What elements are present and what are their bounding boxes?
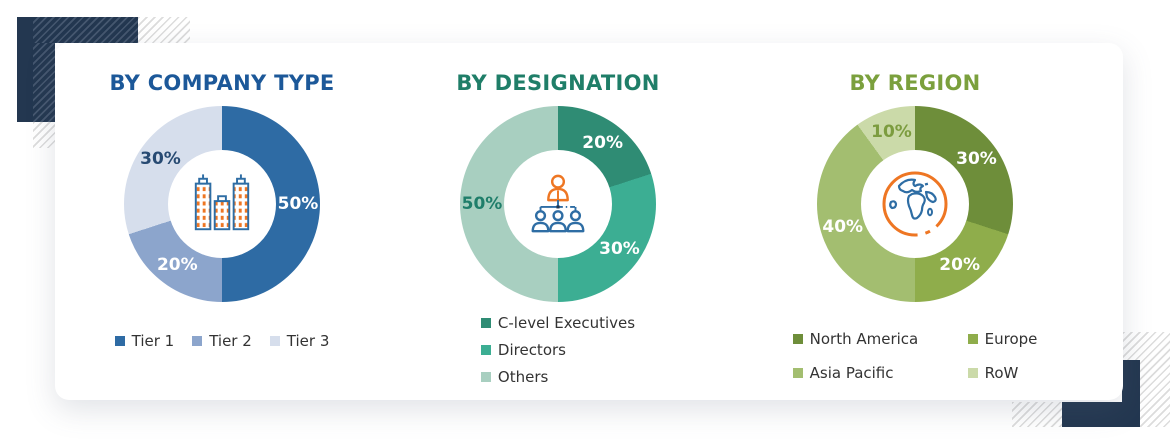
legend-item: Others [480, 368, 549, 386]
company-type-donut: 50% 20% 30% [124, 106, 320, 302]
region-legend: North America Europe Asia Pacific RoW [765, 330, 1065, 382]
legend-label: Tier 1 [131, 332, 175, 350]
globe-icon [882, 171, 948, 237]
legend-swatch [114, 336, 125, 346]
region-donut: 30% 20% 40% 10% [817, 106, 1013, 302]
slice-label: 20% [582, 132, 624, 153]
slice-label: 30% [140, 149, 181, 170]
legend-swatch [792, 368, 803, 378]
company-type-donut-center [168, 150, 276, 258]
corner-decoration-top-left-hatch-horizontal [33, 17, 138, 43]
legend-swatch [192, 336, 203, 346]
corner-decoration-bottom-right-solid-vertical [1122, 360, 1140, 427]
legend-label: C-level Executives [497, 314, 636, 332]
buildings-icon [194, 174, 250, 231]
legend-label: Europe [984, 330, 1038, 348]
legend-item: C-level Executives [480, 314, 636, 332]
corner-decoration-top-left-gray-hatch-bottom [33, 122, 55, 148]
slice-label: 20% [156, 255, 198, 276]
legend-swatch [480, 318, 491, 328]
designation-chart: BY DESIGNATION [408, 43, 708, 386]
legend-item: RoW [967, 364, 1038, 382]
slice-label: 30% [599, 238, 640, 259]
company-type-legend: Tier 1 Tier 2 Tier 3 [72, 332, 372, 350]
region-donut-center [861, 150, 969, 258]
legend-label: RoW [984, 364, 1019, 382]
company-type-title: BY COMPANY TYPE [109, 71, 335, 95]
slice-label: 30% [956, 149, 997, 170]
legend-item: Tier 1 [114, 332, 175, 350]
designation-legend: C-level Executives Directors Others [480, 314, 636, 386]
corner-decoration-top-left-hatch-vertical [33, 43, 55, 122]
legend-item: Asia Pacific [792, 364, 968, 382]
slice-label: 50% [277, 194, 319, 214]
slice-label: 50% [461, 194, 503, 214]
legend-swatch [480, 345, 491, 355]
legend-item: North America [792, 330, 968, 348]
region-chart: BY REGION 30% 20% 40% 10% North America Euro… [765, 43, 1065, 382]
charts-card: BY COMPANY TYPE [55, 43, 1123, 400]
legend-swatch [792, 334, 803, 344]
legend-label: North America [809, 330, 919, 348]
legend-swatch [269, 336, 280, 346]
designation-donut-center [504, 150, 612, 258]
legend-swatch [967, 334, 978, 344]
region-title: BY REGION [849, 71, 981, 95]
company-type-chart: BY COMPANY TYPE [72, 43, 372, 350]
legend-label: Tier 3 [286, 332, 330, 350]
legend-label: Directors [497, 341, 566, 359]
legend-swatch [967, 368, 978, 378]
legend-label: Tier 2 [209, 332, 252, 350]
legend-swatch [480, 372, 491, 382]
slice-label: 40% [822, 217, 864, 238]
legend-item: Tier 2 [192, 332, 252, 350]
legend-item: Europe [967, 330, 1038, 348]
designation-donut: 20% 30% 50% [460, 106, 656, 302]
legend-item: Directors [480, 341, 566, 359]
corner-decoration-bottom-right-gray-hatch-left [1012, 402, 1062, 427]
slice-label: 20% [939, 255, 981, 276]
slice-label: 10% [871, 121, 912, 142]
legend-label: Others [497, 368, 549, 386]
corner-decoration-top-left-solid [17, 17, 33, 122]
designation-title: BY DESIGNATION [456, 71, 660, 95]
org-chart-icon [531, 174, 585, 233]
legend-item: Tier 3 [269, 332, 330, 350]
legend-label: Asia Pacific [809, 364, 894, 382]
corner-decoration-top-left-gray-hatch-right [138, 17, 190, 43]
